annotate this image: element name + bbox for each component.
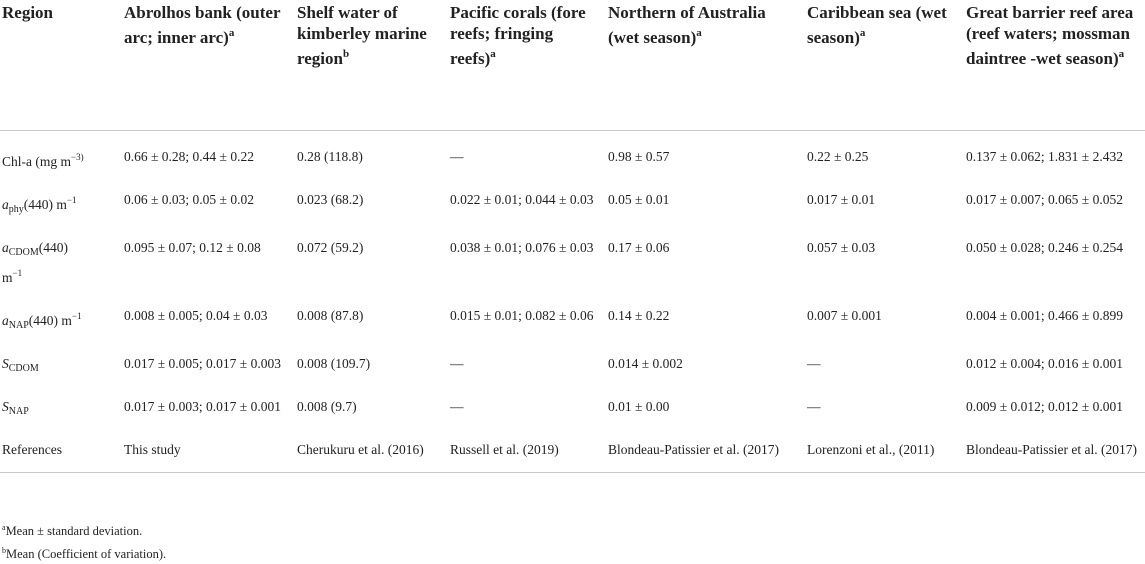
table-cell: 0.008 (109.7): [297, 355, 371, 371]
reference-cell: Cherukuru et al. (2016): [295, 423, 448, 473]
footnote-mark: a: [228, 27, 235, 39]
table-row: aCDOM(440) m−1 0.095 ± 0.07; 0.12 ± 0.08 …: [0, 222, 1145, 290]
table-cell: —: [450, 355, 464, 371]
table-cell: 0.008 ± 0.005; 0.04 ± 0.03: [124, 307, 268, 323]
footnote-mark: a: [859, 27, 866, 39]
table-cell: 0.023 (68.2): [297, 191, 364, 207]
row-label-scdom: SCDOM: [2, 355, 39, 374]
row-label-aphy: aphy(440) m−1: [2, 194, 77, 215]
table-row: Chl-a (mg m−3) 0.66 ± 0.28; 0.44 ± 0.22 …: [0, 130, 1145, 174]
table-cell: 0.22 ± 0.25: [807, 148, 869, 164]
table-cell: 0.017 ± 0.007; 0.065 ± 0.052: [966, 191, 1123, 207]
footnote-a: aMean ± standard deviation.: [2, 523, 143, 538]
reference-cell: Blondeau-Patissier et al. (2017): [964, 423, 1145, 473]
table-cell: 0.012 ± 0.004; 0.016 ± 0.001: [966, 355, 1123, 371]
table-cell: 0.038 ± 0.01; 0.076 ± 0.03: [450, 239, 594, 255]
table-cell: 0.017 ± 0.003; 0.017 ± 0.001: [124, 398, 281, 414]
table-cell: 0.14 ± 0.22: [608, 307, 670, 323]
table-cell: 0.008 (9.7): [297, 398, 357, 414]
header-pacific: Pacific corals (fore reefs; fringing ree…: [448, 0, 606, 131]
header-great-barrier-reef: Great barrier reef area (reef waters; mo…: [964, 0, 1145, 131]
row-label-acdom: aCDOM(440) m−1: [2, 239, 69, 285]
table-cell: 0.05 ± 0.01: [608, 191, 670, 207]
table-cell: 0.014 ± 0.002: [608, 355, 683, 371]
table-cell: 0.017 ± 0.005; 0.017 ± 0.003: [124, 355, 281, 371]
reference-cell: Blondeau-Patissier et al. (2017): [606, 423, 805, 473]
table-cell: 0.095 ± 0.07; 0.12 ± 0.08: [124, 239, 261, 255]
table-cell: 0.015 ± 0.01; 0.082 ± 0.06: [450, 307, 594, 323]
table-body: Chl-a (mg m−3) 0.66 ± 0.28; 0.44 ± 0.22 …: [0, 130, 1145, 473]
table-cell: —: [807, 355, 821, 371]
table-cell: 0.66 ± 0.28; 0.44 ± 0.22: [124, 148, 254, 164]
table-cell: 0.004 ± 0.001; 0.466 ± 0.899: [966, 307, 1123, 323]
header-row: Region Abrolhos bank (outer arc; inner a…: [0, 0, 1145, 131]
header-abrolhos: Abrolhos bank (outer arc; inner arc)a: [122, 0, 295, 131]
footnote-b: bMean (Coefficient of variation).: [2, 546, 167, 561]
table-cell: 0.057 ± 0.03: [807, 239, 876, 255]
footnote-mark: a: [1118, 48, 1125, 60]
table-cell: 0.98 ± 0.57: [608, 148, 670, 164]
table-cell: 0.009 ± 0.012; 0.012 ± 0.001: [966, 398, 1123, 414]
table-cell: 0.007 ± 0.001: [807, 307, 882, 323]
footnote-mark: b: [342, 48, 350, 60]
header-caribbean: Caribbean sea (wet season)a: [805, 0, 964, 131]
table-cell: 0.17 ± 0.06: [608, 239, 670, 255]
header-northern-australia: Northern of Australia (wet season)a: [606, 0, 805, 131]
table-cell: 0.06 ± 0.03; 0.05 ± 0.02: [124, 191, 254, 207]
table-cell: 0.01 ± 0.00: [608, 398, 670, 414]
table-cell: 0.008 (87.8): [297, 307, 364, 323]
table-cell: 0.017 ± 0.01: [807, 191, 876, 207]
table-cell: —: [450, 148, 464, 164]
reference-cell: Russell et al. (2019): [448, 423, 606, 473]
table-row: SNAP 0.017 ± 0.003; 0.017 ± 0.001 0.008 …: [0, 381, 1145, 424]
table-cell: 0.072 (59.2): [297, 239, 364, 255]
row-label-references: References: [0, 423, 122, 473]
table-row: aphy(440) m−1 0.06 ± 0.03; 0.05 ± 0.02 0…: [0, 174, 1145, 222]
comparison-table: Region Abrolhos bank (outer arc; inner a…: [0, 0, 1145, 473]
table-row: References This study Cherukuru et al. (…: [0, 423, 1145, 473]
table-cell: —: [450, 398, 464, 414]
table-cell: —: [807, 398, 821, 414]
footnote-mark: a: [490, 48, 496, 60]
row-label-chla: Chl-a (mg m−3): [2, 151, 84, 169]
table-cell: 0.022 ± 0.01; 0.044 ± 0.03: [450, 191, 594, 207]
header-kimberley: Shelf water of kimberley marine regionb: [295, 0, 448, 131]
footnote-mark: a: [696, 27, 702, 39]
table-row: SCDOM 0.017 ± 0.005; 0.017 ± 0.003 0.008…: [0, 338, 1145, 381]
table-cell: 0.137 ± 0.062; 1.831 ± 2.432: [966, 148, 1123, 164]
reference-cell: Lorenzoni et al., (2011): [805, 423, 964, 473]
table-cell: 0.050 ± 0.028; 0.246 ± 0.254: [966, 239, 1123, 255]
table-cell: 0.28 (118.8): [297, 148, 363, 164]
row-label-snap: SNAP: [2, 398, 29, 417]
header-region: Region: [0, 0, 122, 131]
reference-cell: This study: [122, 423, 295, 473]
row-label-anap: aNAP(440) m−1: [2, 310, 82, 331]
table-header: Region Abrolhos bank (outer arc; inner a…: [0, 0, 1145, 131]
table-footnotes: aMean ± standard deviation. bMean (Coeff…: [2, 518, 166, 564]
table-row: aNAP(440) m−1 0.008 ± 0.005; 0.04 ± 0.03…: [0, 290, 1145, 338]
